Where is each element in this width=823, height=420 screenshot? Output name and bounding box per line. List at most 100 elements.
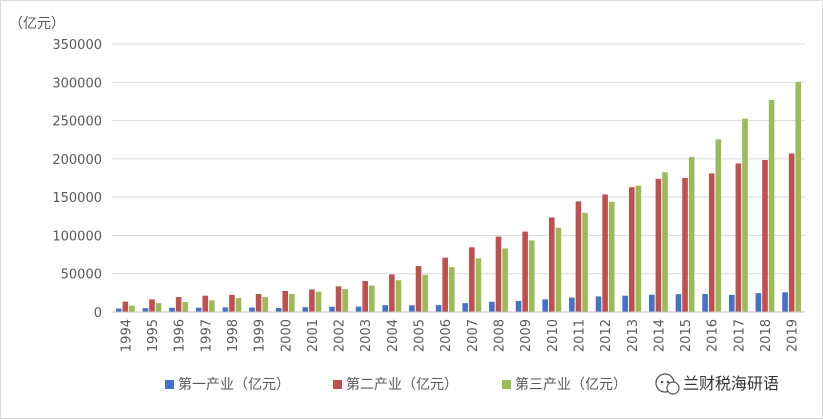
y-tick-label: 300000 xyxy=(52,76,102,91)
bar-series-1 xyxy=(329,306,335,312)
bar-series-2 xyxy=(469,247,475,312)
y-tick-label: 100000 xyxy=(52,229,102,244)
bar-series-3 xyxy=(715,139,722,312)
x-axis-ticks: 1994 1995 1996 1997 1998 1999 2000 2001 2002 2003… xyxy=(119,319,800,352)
bar-series-1 xyxy=(249,307,255,312)
legend-swatch-2 xyxy=(333,380,342,389)
bar-series-2 xyxy=(122,301,129,312)
x-tick-label: 2010 xyxy=(546,319,561,352)
bar-series-2 xyxy=(415,266,422,312)
x-tick-label: 2001 xyxy=(306,319,321,352)
bars xyxy=(115,81,802,313)
bar-series-1 xyxy=(489,301,495,312)
bar-series-2 xyxy=(735,163,742,312)
bar-series-1 xyxy=(595,296,602,312)
x-tick-label: 2002 xyxy=(333,319,348,352)
x-tick-label: 1998 xyxy=(226,319,241,352)
bar-series-1 xyxy=(382,305,389,312)
bar-series-2 xyxy=(548,217,555,312)
bar-series-2 xyxy=(682,178,688,312)
bar-series-3 xyxy=(395,280,402,312)
x-tick-label: 2003 xyxy=(359,319,374,352)
bar-series-1 xyxy=(649,294,655,312)
y-tick-label: 200000 xyxy=(52,153,102,168)
wechat-icon xyxy=(655,373,680,395)
bar-series-2 xyxy=(442,257,448,312)
bar-series-3 xyxy=(182,302,189,312)
bar-series-3 xyxy=(688,156,695,312)
x-tick-label: 2006 xyxy=(439,319,454,352)
bar-series-3 xyxy=(768,99,775,312)
legend-label-1: 第一产业（亿元） xyxy=(178,376,290,393)
bar-series-1 xyxy=(115,308,122,312)
x-tick-label: 2015 xyxy=(679,319,694,352)
x-tick-label: 2014 xyxy=(652,319,667,352)
bar-series-1 xyxy=(542,299,548,312)
bar-series-1 xyxy=(142,308,149,312)
bar-series-1 xyxy=(355,306,362,312)
bar-series-1 xyxy=(409,305,415,312)
x-tick-label: 2000 xyxy=(279,319,294,352)
bar-series-3 xyxy=(369,285,375,312)
bar-series-1 xyxy=(515,300,522,312)
bar-series-2 xyxy=(175,297,182,312)
bar-series-2 xyxy=(708,173,715,312)
bar-series-1 xyxy=(622,295,628,312)
x-tick-label: 1997 xyxy=(199,319,214,352)
bar-series-2 xyxy=(575,201,582,312)
y-tick-label: 0 xyxy=(94,306,102,321)
x-tick-label: 2005 xyxy=(413,319,428,352)
x-tick-label: 2007 xyxy=(466,319,481,352)
bar-series-1 xyxy=(462,303,469,312)
bar-series-3 xyxy=(582,212,588,312)
bar-series-1 xyxy=(195,307,202,312)
x-tick-label: 1995 xyxy=(146,319,161,352)
bar-series-2 xyxy=(282,290,289,312)
y-tick-label: 150000 xyxy=(52,191,102,206)
bar-series-1 xyxy=(222,307,229,312)
x-tick-label: 2011 xyxy=(572,319,587,352)
x-tick-label: 2017 xyxy=(732,319,747,352)
y-tick-label: 50000 xyxy=(61,268,102,283)
x-tick-label: 2016 xyxy=(706,319,721,352)
bar-series-3 xyxy=(155,303,162,312)
bar-series-2 xyxy=(788,153,795,312)
x-tick-label: 1996 xyxy=(173,319,188,352)
bar-series-2 xyxy=(362,280,369,312)
bar-series-3 xyxy=(662,172,668,312)
bar-series-3 xyxy=(475,258,482,312)
bar-series-3 xyxy=(262,296,268,312)
x-tick-label: 2008 xyxy=(492,319,507,352)
bar-series-1 xyxy=(302,307,309,312)
x-tick-label: 2009 xyxy=(519,319,534,352)
x-tick-label: 2013 xyxy=(626,319,641,352)
gridlines xyxy=(112,43,805,275)
bar-series-3 xyxy=(448,267,455,312)
watermark-text: 兰财税海研语 xyxy=(683,374,779,393)
bar-series-1 xyxy=(782,292,788,312)
bar-series-3 xyxy=(528,240,535,312)
bar-series-2 xyxy=(762,160,768,312)
bar-series-3 xyxy=(502,248,508,312)
bar-series-3 xyxy=(289,294,295,312)
y-tick-label: 250000 xyxy=(52,115,102,130)
bar-series-1 xyxy=(728,294,735,312)
y-axis-ticks: 0 50000 100000 150000 200000 250000 300000 3500… xyxy=(52,38,102,321)
bar-series-3 xyxy=(209,300,215,312)
bar-series-2 xyxy=(628,187,635,312)
watermark: 兰财税海研语 xyxy=(655,373,779,395)
bar-series-1 xyxy=(435,305,442,312)
bar-series-2 xyxy=(602,194,608,312)
bar-series-2 xyxy=(149,299,155,312)
bar-series-1 xyxy=(755,293,762,312)
bar-series-2 xyxy=(389,274,395,312)
bar-series-3 xyxy=(635,185,642,312)
bar-series-3 xyxy=(342,289,348,312)
bar-series-3 xyxy=(235,297,242,312)
x-tick-label: 2004 xyxy=(386,319,401,352)
legend: 第一产业（亿元） 第二产业（亿元） 第三产业（亿元） xyxy=(165,376,627,393)
bar-series-2 xyxy=(229,294,235,312)
bar-series-2 xyxy=(522,231,528,312)
bar-series-2 xyxy=(202,295,209,312)
